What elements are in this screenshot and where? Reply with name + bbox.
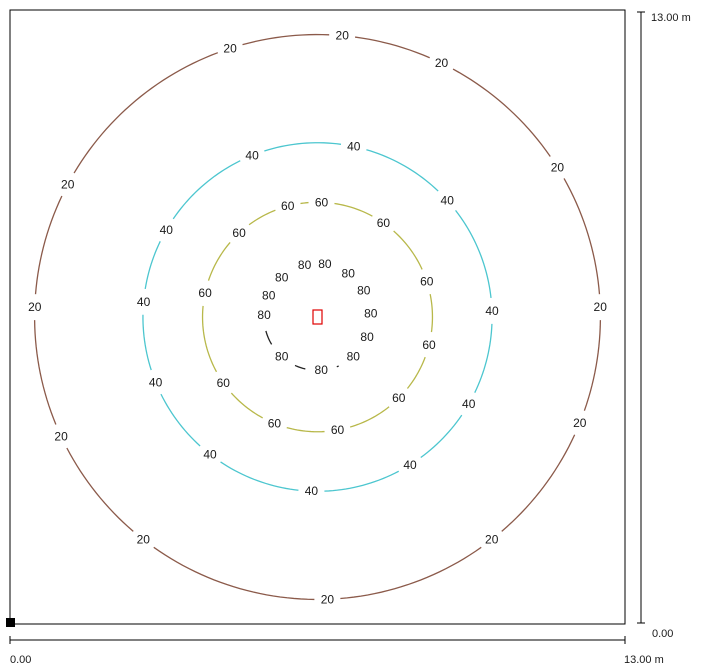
isoline-label-40: 40 xyxy=(137,295,151,309)
isoline-label-80: 80 xyxy=(347,350,361,364)
isoline-20-segment xyxy=(34,195,63,295)
isoline-20-segment xyxy=(354,36,430,59)
isoline-label-80: 80 xyxy=(275,270,289,284)
isoline-label-60: 60 xyxy=(217,376,231,390)
y-dimension-axis: 13.00 m 0.00 xyxy=(637,11,691,640)
isoline-label-80: 80 xyxy=(262,288,276,302)
luminaire-marker xyxy=(312,309,323,325)
x-min-label: 0.00 xyxy=(10,654,31,666)
isoline-label-80: 80 xyxy=(315,363,329,377)
isoline-40-segment xyxy=(142,314,152,371)
isoline-label-20: 20 xyxy=(223,41,237,55)
isoline-label-20: 20 xyxy=(61,177,75,191)
isoline-40-segment xyxy=(474,323,493,393)
isoline-60-segment xyxy=(230,392,263,419)
isoline-label-40: 40 xyxy=(203,447,217,461)
isoline-label-80: 80 xyxy=(342,266,356,280)
isoline-label-60: 60 xyxy=(268,416,282,430)
isoline-40-segment xyxy=(160,393,201,447)
isoline-label-40: 40 xyxy=(149,375,163,389)
isoline-40-segment xyxy=(324,470,400,492)
isoline-label-40: 40 xyxy=(403,458,417,472)
isoline-60-segment xyxy=(248,209,276,226)
isoline-60-segment xyxy=(429,293,434,333)
isoline-label-20: 20 xyxy=(435,56,449,70)
isoline-40-segment xyxy=(455,209,492,299)
isoline-40-segment xyxy=(366,149,439,192)
isoline-40-segment xyxy=(172,160,241,220)
isoline-label-60: 60 xyxy=(315,195,329,209)
isoline-label-20: 20 xyxy=(551,160,565,174)
isoline-label-40: 40 xyxy=(441,193,455,207)
isoline-20: 20 20 20 20 20 20 20 20 20 20 20 20 xyxy=(28,29,607,607)
isoline-20-segment xyxy=(242,33,330,46)
isoline-20-segment xyxy=(73,52,219,174)
isoline-label-20: 20 xyxy=(137,533,151,547)
isoline-label-60: 60 xyxy=(377,216,391,230)
isoline-label-20: 20 xyxy=(28,300,42,314)
x-dimension-axis: 0.00 13.00 m xyxy=(9,636,664,666)
isoline-label-80: 80 xyxy=(360,330,374,344)
isoline-40-segment xyxy=(220,461,299,491)
isoline-40-segment xyxy=(144,241,161,290)
isoline-label-20: 20 xyxy=(54,429,68,443)
isoline-label-20: 20 xyxy=(594,300,608,314)
isoline-label-20: 20 xyxy=(321,592,335,606)
isoline-80-segment xyxy=(336,364,341,368)
isoline-60-segment xyxy=(207,242,231,281)
isoline-label-60: 60 xyxy=(392,391,406,405)
y-max-label: 13.00 m xyxy=(651,12,691,24)
isoline-60-segment xyxy=(406,356,426,389)
isoline-label-60: 60 xyxy=(198,286,212,300)
isoline-20-segment xyxy=(563,178,601,295)
isoline-60-segment xyxy=(349,406,390,428)
isoline-40-segment xyxy=(264,142,342,152)
isoline-60-segment xyxy=(286,426,325,433)
isoline-20-segment xyxy=(583,320,602,411)
isoline-label-40: 40 xyxy=(160,223,174,237)
isoline-40: 40 40 40 40 40 40 40 40 40 40 40 xyxy=(137,140,499,499)
isoline-label-40: 40 xyxy=(245,148,259,162)
isoline-label-20: 20 xyxy=(336,29,350,43)
origin-marker xyxy=(6,618,15,627)
isoline-60-segment xyxy=(334,202,373,217)
isoline-label-60: 60 xyxy=(420,275,434,289)
isoline-20-segment xyxy=(33,320,57,425)
isoline-label-40: 40 xyxy=(485,304,499,318)
isoline-60-segment xyxy=(300,201,309,205)
isoline-20-segment xyxy=(66,447,134,532)
isoline-label-40: 40 xyxy=(462,397,476,411)
isoline-label-40: 40 xyxy=(347,140,361,154)
isoline-80-segment xyxy=(294,364,306,370)
isoline-60-segment xyxy=(393,230,423,270)
isoline-20-segment xyxy=(340,546,482,600)
isoline-20-segment xyxy=(153,546,315,601)
x-max-label: 13.00 m xyxy=(624,654,664,666)
isoline-label-80: 80 xyxy=(318,257,332,271)
isoline-40-segment xyxy=(420,414,463,459)
isoline-label-80: 80 xyxy=(257,308,271,322)
isoline-label-60: 60 xyxy=(331,423,345,437)
isoline-20-segment xyxy=(452,68,551,157)
isoline-label-20: 20 xyxy=(485,533,499,547)
isoline-60-segment xyxy=(201,305,218,373)
isoline-20-segment xyxy=(501,434,576,532)
contour-layer: 2020202020202020202020204040404040404040… xyxy=(28,29,607,607)
isoline-label-80: 80 xyxy=(275,350,289,364)
isoline-label-80: 80 xyxy=(357,283,371,297)
plot-frame xyxy=(9,9,626,625)
isoline-80-segment xyxy=(265,330,273,345)
isoline-label-20: 20 xyxy=(573,416,587,430)
isoline-60: 60 60 60 60 60 60 60 60 60 60 60 xyxy=(198,195,436,437)
y-min-label: 0.00 xyxy=(652,628,673,640)
isoline-label-40: 40 xyxy=(305,484,319,498)
isoline-label-80: 80 xyxy=(364,306,378,320)
isoline-label-60: 60 xyxy=(422,338,436,352)
isoline-label-60: 60 xyxy=(281,199,295,213)
isoline-label-80: 80 xyxy=(298,258,312,272)
isoline-label-60: 60 xyxy=(232,226,246,240)
